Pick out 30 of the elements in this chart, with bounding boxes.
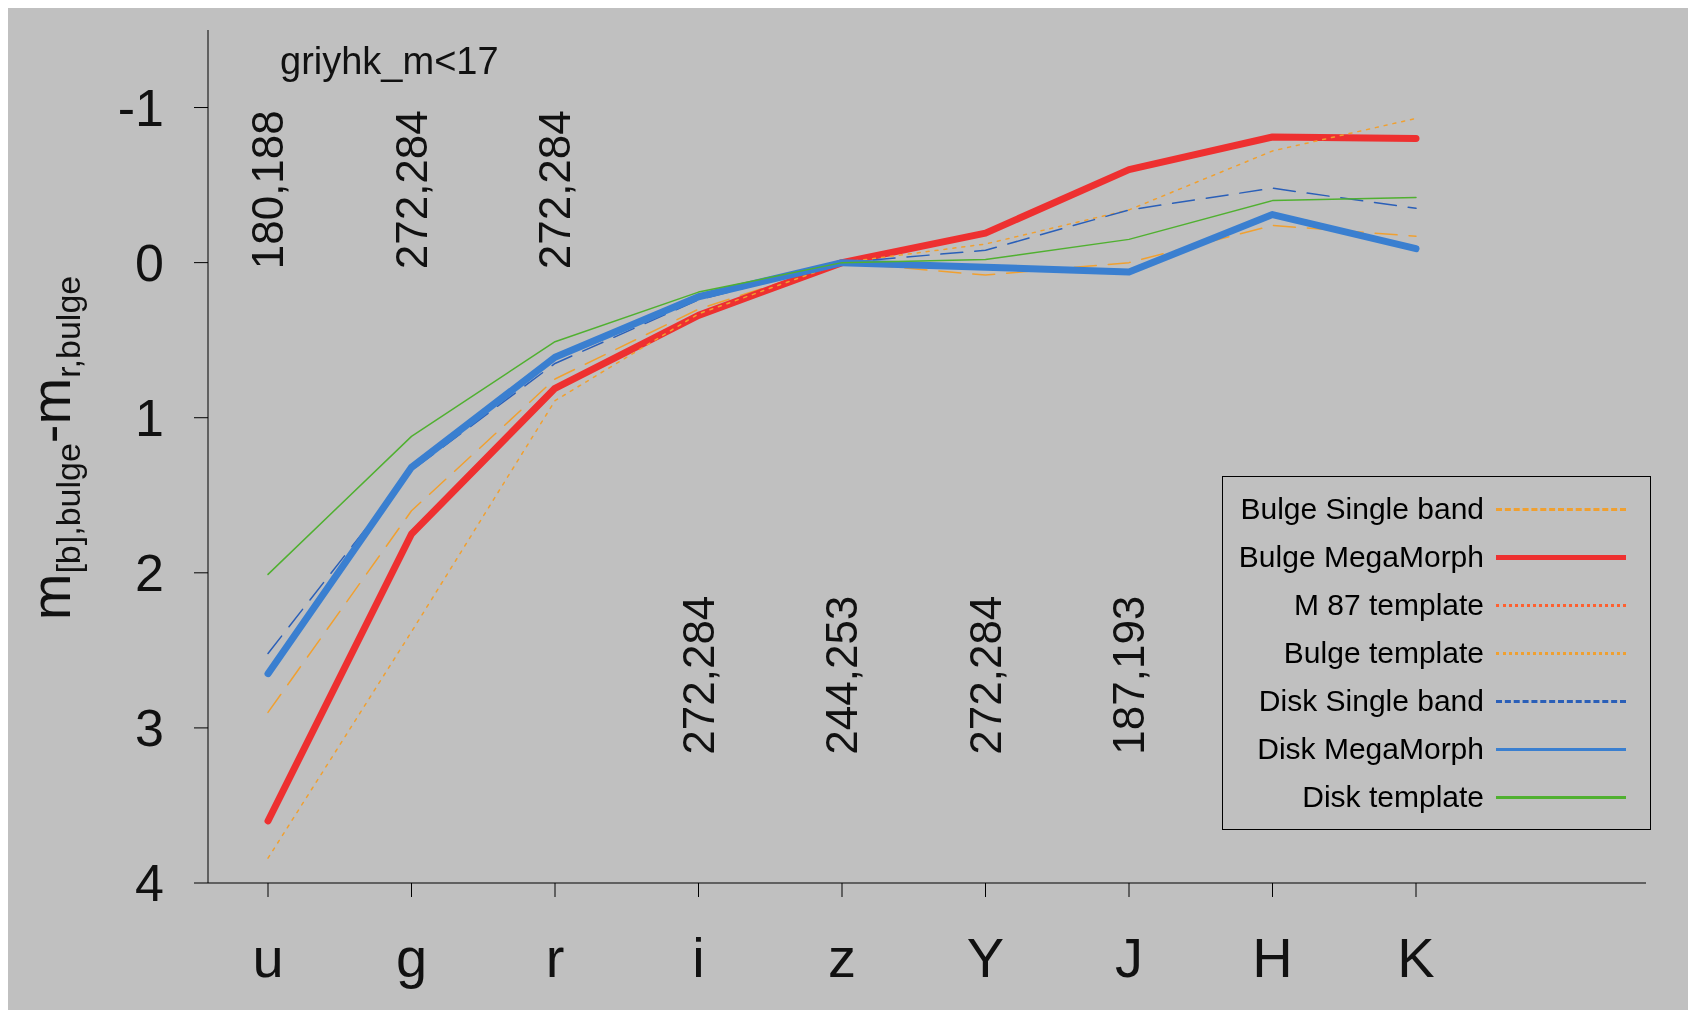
x-tick-label: u (252, 925, 284, 989)
x-tick-label: z (828, 925, 856, 989)
annotation: griyhk_m<17 (280, 40, 499, 83)
x-tick-label: r (545, 925, 565, 989)
x-tick-label: H (1252, 925, 1293, 989)
annotation: 272,284 (961, 595, 1010, 755)
x-tick-label: Y (966, 925, 1005, 989)
y-tick-label: 1 (135, 389, 164, 448)
x-tick-label: g (395, 925, 428, 989)
y-tick-label: -1 (117, 79, 164, 138)
y-tick-label: 0 (135, 234, 164, 293)
legend-label: Bulge Single band (1240, 492, 1484, 526)
legend-label: Disk template (1302, 780, 1484, 814)
annotation: 180,188 (243, 110, 293, 270)
x-tick-label: J (1115, 925, 1143, 989)
legend-label: Bulge template (1283, 636, 1484, 670)
x-tick-label: i (692, 925, 705, 989)
y-tick-label: 2 (135, 544, 164, 603)
legend-label: Disk MegaMorph (1257, 732, 1484, 766)
annotation: 272,284 (674, 595, 723, 755)
x-tick-label: K (1397, 925, 1435, 989)
legend-label: Bulge MegaMorph (1238, 540, 1484, 574)
y-tick-label: 3 (135, 699, 164, 758)
annotation: 187,193 (1104, 595, 1154, 755)
legend-label: Disk Single band (1258, 684, 1484, 718)
y-tick-label: 4 (135, 854, 164, 913)
annotation: 244,253 (817, 595, 867, 755)
annotation: 272,284 (387, 110, 436, 270)
annotation: 272,284 (530, 110, 580, 270)
legend-label: M 87 template (1293, 588, 1484, 622)
